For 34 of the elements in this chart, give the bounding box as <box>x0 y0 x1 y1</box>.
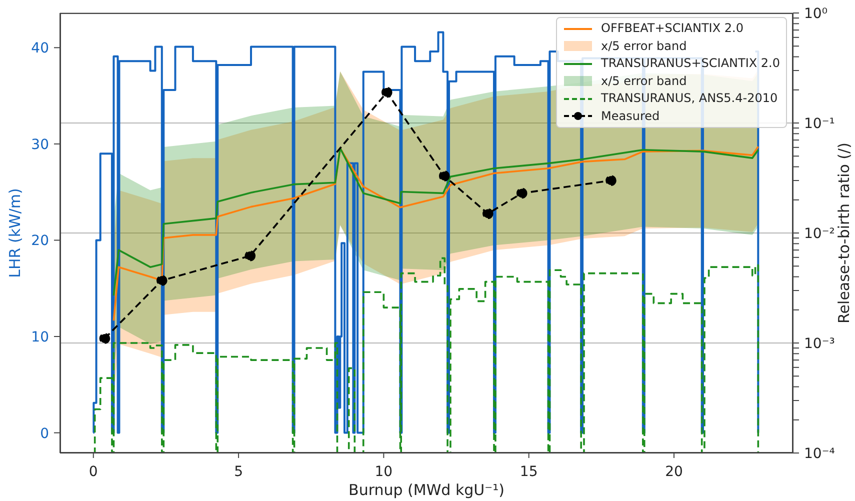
legend-label: TRANSURANUS+SCIANTIX 2.0 <box>601 55 780 72</box>
x-tick-label: 20 <box>665 464 683 480</box>
point <box>438 170 450 182</box>
y2-tick-label: 10⁻² <box>804 226 835 242</box>
y2-tick-label: 10⁻³ <box>804 336 835 352</box>
annotation: x/5 error band <box>601 72 687 90</box>
legend-label: TRANSURANUS, ANS5.4-2010 <box>601 90 778 107</box>
y2-tick-label: 10⁻⁴ <box>804 446 836 462</box>
annotation: x/5 error band <box>601 38 687 54</box>
y2-axis-title: Release-to-birth ratio (/) <box>835 142 853 324</box>
y-tick-label: 20 <box>31 233 49 250</box>
y-tick-label: 40 <box>31 40 49 57</box>
point <box>606 175 616 186</box>
x-axis-title: Burnup (MWd kgU⁻¹) <box>348 481 504 499</box>
y-tick-label: 0 <box>40 426 49 442</box>
point <box>244 250 256 262</box>
point <box>381 86 392 98</box>
x-tick-label: 5 <box>234 464 243 480</box>
line-series <box>112 147 760 296</box>
y2-tick-label: 10⁻¹ <box>804 116 835 132</box>
legend-label: OFFBEAT+SCIANTIX 2.0 <box>601 20 744 37</box>
x-tick-label: 15 <box>520 464 538 480</box>
point <box>516 188 528 199</box>
x-tick-label: 0 <box>88 464 98 480</box>
point <box>156 275 168 286</box>
legend-label: Measured <box>601 108 660 124</box>
point <box>482 208 494 220</box>
point <box>99 333 110 344</box>
x-tick-label: 10 <box>374 464 393 480</box>
line-series <box>112 146 760 322</box>
y-tick-label: 30 <box>31 136 49 153</box>
y2-tick-label: 10⁰ <box>804 6 828 22</box>
y-axis-title: LHR (kW/m) <box>6 188 24 278</box>
y-tick-label: 10 <box>31 330 49 346</box>
